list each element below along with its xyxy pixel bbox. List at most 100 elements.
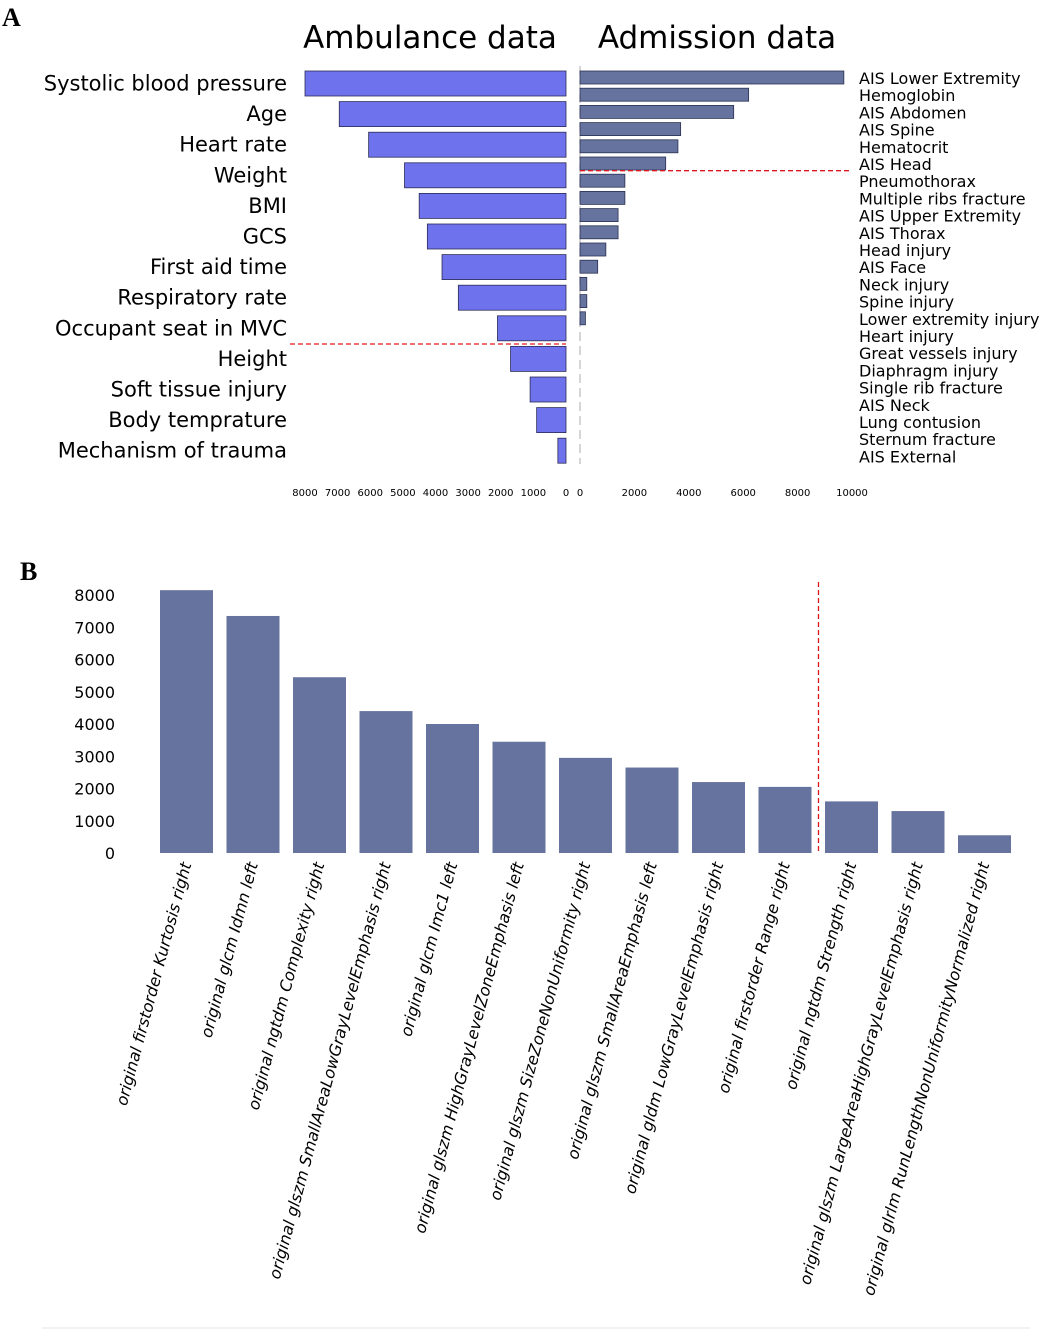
ambulance-bar [529,376,567,403]
admission-bar [579,139,679,154]
admission-category-label: Hematocrit [859,138,948,157]
admission-tick-label: 8000 [785,488,810,499]
ambulance-title: Ambulance data [303,20,557,56]
radiomics-tick-label: 2000 [74,780,115,799]
admission-category-label: Head injury [859,241,951,260]
ambulance-tick-label: 0 [563,488,569,499]
ambulance-tick-label: 3000 [455,488,480,499]
ambulance-tick-label: 5000 [390,488,415,499]
radiomics-tick-label: 6000 [74,651,115,670]
radiomics-category-label: original ngtdm Strength right [781,859,860,1091]
radiomics-bar [958,835,1011,853]
radiomics-bar [625,767,679,853]
admission-category-label: Single rib fracture [859,379,1003,398]
radiomics-tick-label: 4000 [74,715,115,734]
admission-bar [579,294,588,309]
ambulance-bar [557,437,567,464]
ambulance-tick-label: 6000 [358,488,383,499]
admission-category-label: Sternum fracture [859,430,996,449]
admission-tick-label: 6000 [730,488,755,499]
admission-category-label: Neck injury [859,275,949,294]
admission-bar [579,242,607,257]
ambulance-category-label: Occupant seat in MVC [55,316,287,340]
radiomics-category-label: original glcm Imc1 left [397,859,462,1038]
radiomics-tick-label: 7000 [74,618,115,637]
ambulance-tick-label: 1000 [521,488,546,499]
admission-title: Admission data [598,20,836,56]
radiomics-tick-label: 1000 [74,812,115,831]
radiomics-bar [559,757,612,853]
admission-bar [579,70,845,85]
ambulance-bar [457,284,567,311]
radiomics-bar [492,741,546,853]
ambulance-bar [497,315,567,342]
admission-bar [579,225,619,240]
ambulance-category-label: GCS [243,225,287,249]
radiomics-tick-label: 8000 [74,586,115,605]
ambulance-tick-label: 7000 [325,488,350,499]
ambulance-category-label: Mechanism of trauma [58,439,287,463]
admission-bar [579,105,735,119]
admission-bar [579,259,599,274]
ambulance-tick-label: 4000 [423,488,448,499]
radiomics-category-label: original glszm LargeAreaHighGrayLevelEmp… [796,859,928,1286]
ambulance-bar [338,101,567,127]
admission-category-label: AIS Neck [859,396,931,415]
admission-category-label: AIS Upper Extremity [859,207,1021,226]
radiomics-bar [692,782,745,853]
admission-tick-label: 2000 [622,488,647,499]
ambulance-bar [536,407,567,434]
radiomics-bar [293,677,346,853]
admission-category-label: Hemoglobin [859,86,955,105]
ambulance-bar [426,223,567,250]
admission-tick-label: 4000 [676,488,701,499]
admission-category-label: AIS Abdomen [859,103,967,122]
admission-bar [579,122,682,136]
radiomics-bar [160,590,213,853]
admission-category-label: AIS Face [859,258,926,277]
ambulance-bar [441,254,567,281]
radiomics-bar [226,615,280,853]
radiomics-category-label: original glrlm RunLengthNonUniformityNor… [859,859,993,1297]
panel-a: Ambulance data Admission data Systolic b… [44,20,1040,499]
admission-tick-label: 0 [577,488,583,499]
radiomics-category-label: original glszm SmallAreaLowGrayLevelEmph… [265,859,395,1281]
admission-bar [579,156,667,171]
radiomics-category-label: original ngtdm Complexity right [244,859,329,1112]
ambulance-bar [404,162,567,189]
admission-bar [579,190,626,205]
admission-tick-label: 10000 [836,488,868,499]
admission-category-label: Multiple ribs fracture [859,189,1026,208]
ambulance-bar [368,131,567,158]
ambulance-category-label: Age [246,102,287,126]
radiomics-bar [758,786,812,853]
radiomics-tick-label: 0 [105,844,115,863]
admission-category-label: AIS Spine [859,121,935,140]
radiomics-bar [891,811,945,853]
ambulance-bar [304,70,567,97]
admission-bar [579,208,619,223]
radiomics-category-label: original firstorder Range right [714,859,794,1095]
ambulance-category-label: Systolic blood pressure [44,72,287,96]
radiomics-category-label: original glcm Idmn left [197,859,262,1039]
ambulance-category-label: Body temprature [108,408,287,432]
radiomics-bar [825,801,878,853]
panel-label-a: A [2,3,21,32]
panel-label-b: B [20,557,37,586]
radiomics-tick-label: 5000 [74,683,115,702]
admission-category-label: Spine injury [859,293,954,312]
ambulance-category-label: Height [218,347,287,371]
admission-category-label: Great vessels injury [859,344,1018,363]
ambulance-bar [510,345,567,372]
ambulance-category-label: Heart rate [179,133,287,157]
ambulance-category-label: Weight [214,163,287,187]
admission-category-label: AIS Lower Extremity [859,69,1021,88]
radiomics-chart: 0 1000 2000 3000 4000 5000 6000 7000 8000 origina… [74,582,1011,1297]
radiomics-tick-label: 3000 [74,747,115,766]
admission-category-label: Heart injury [859,327,954,346]
admission-bar [579,173,626,188]
admission-bar [579,87,750,102]
ambulance-category-label: Soft tissue injury [111,378,287,402]
